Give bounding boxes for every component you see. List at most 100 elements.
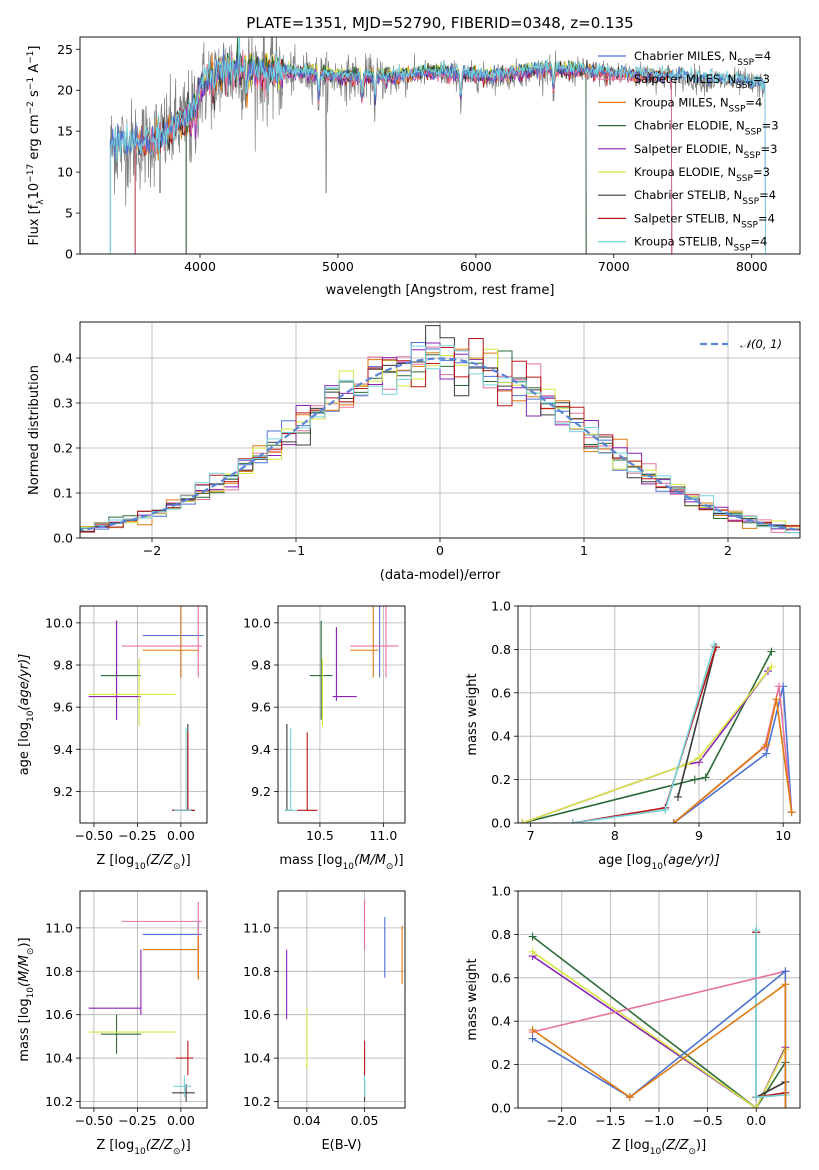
age_vs_Z-plot-area <box>80 606 207 823</box>
mass_vs_Z-xtick-label: −0.50 <box>75 1113 113 1128</box>
spectrum-legend-label-part: SSP <box>741 220 758 230</box>
spectrum-xtick-label: 6000 <box>460 259 492 274</box>
weight-z-xlabel-part: )] <box>696 1138 706 1153</box>
spectrum-legend-label-part: Salpeter MILES, N <box>634 72 736 86</box>
weight_vs_age-line-chabrier_elodie <box>522 651 773 823</box>
mass-z-ylabel-part: )] <box>17 937 32 947</box>
spectrum-ylabel-part: −17 <box>26 164 36 183</box>
spectrum-ylabel-part: 10 <box>27 183 42 200</box>
residuals-ytick-label: 0.1 <box>53 486 73 501</box>
weight_vs_age-marker-kroupa_miles <box>762 740 771 749</box>
mass-z-ylabel-part: mass [log <box>17 998 32 1061</box>
weight_vs_Z-line-salpeter_stelib <box>755 932 787 1108</box>
spectrum-legend-label-part: SSP <box>742 197 759 207</box>
spectrum-legend-label-part: Salpeter STELIB, N <box>634 211 741 225</box>
spectrum-legend-label-part: SSP <box>737 58 754 68</box>
gauss-legend-label: 𝒩(0, 1) <box>740 337 782 351</box>
spectrum-ylabel-part: erg cm <box>27 114 42 163</box>
spectrum-frame <box>79 36 801 255</box>
mass_vs_EBV-panel: 0.04 0.05 10.2 10.4 10.6 10.8 11.0 E(B-V) <box>243 890 406 1153</box>
weight_vs_Z-panel: −2.0 −1.5 −1.0 −0.5 0.0 0.0 0.2 0.4 0.6 0.8 1.0 Z [… <box>465 884 801 1157</box>
weight-age-xlabel-part: 10 <box>651 862 663 872</box>
weight_vs_age-line-chabrier_stelib <box>677 647 717 798</box>
age_vs_mass-ytick-label: 9.4 <box>251 742 271 757</box>
spectrum-ytick-label: 20 <box>57 83 73 98</box>
weight_vs_Z-ytick-label: 1.0 <box>491 884 511 899</box>
weight_vs_Z-xtick-label: −2.0 <box>547 1113 577 1128</box>
weight_vs_Z-frame <box>517 890 801 1109</box>
mass_vs_Z-ytick-label: 11.0 <box>45 920 73 935</box>
age-mass-xlabel-part: )] <box>393 853 403 868</box>
weight_vs_age-marker-kroupa_miles <box>669 819 678 823</box>
spectrum-legend-label: Kroupa ELODIE, NSSP=3 <box>634 165 770 184</box>
mass_vs_EBV-frame <box>277 890 406 1109</box>
weight_vs_Z-marker-kroupa_elodie <box>528 947 537 956</box>
spectrum-legend-label-part: SSP <box>745 128 762 138</box>
age_vs_Z-ytick-label: 9.8 <box>53 657 73 672</box>
weight_vs_age-marker-chabrier_elodie <box>690 775 699 784</box>
spectrum-ytick-label: 5 <box>65 206 73 221</box>
age_vs_mass-panel: 10.5 11.0 9.2 9.4 9.6 9.8 10.0 mass [log10(M/M⊙… <box>243 605 406 872</box>
weight_vs_age-marker-chabrier_stelib <box>673 792 682 801</box>
spectrum-legend-label: Kroupa STELIB, NSSP=4 <box>634 235 767 254</box>
residuals-xtick-label: 1 <box>580 543 588 558</box>
weight_vs_Z-marker-kroupa_stelib <box>752 926 761 935</box>
weight_vs_age-line-salpeter_miles <box>673 686 793 823</box>
mass_vs_EBV-xtick-label: 0.05 <box>351 1113 379 1128</box>
spectrum-ylabel-part: −1 <box>26 51 36 64</box>
mass_vs_EBV-ytick-label: 10.8 <box>243 964 271 979</box>
mass-z-xlabel-part: ⊙ <box>173 1147 181 1157</box>
age-z-xlabel-part: )] <box>181 853 191 868</box>
weight-z-xlabel-part: ⊙ <box>688 1147 696 1157</box>
spectrum-legend-label-part: Kroupa MILES, N <box>634 95 729 109</box>
age_vs_Z-ytick-label: 9.2 <box>53 784 73 799</box>
spectrum-legend-label: Salpeter STELIB, NSSP=4 <box>634 211 775 230</box>
residuals-panel: −2 −1 0 1 2 0.0 0.1 0.2 0.3 0.4 (data-model)/error… <box>27 321 801 583</box>
weight_vs_Z-plot-area <box>518 891 800 1108</box>
residuals-ytick-label: 0.2 <box>53 441 73 456</box>
age-mass-xlabel-part: mass [log <box>279 853 342 868</box>
mass-z-xlabel-part: Z [log <box>96 1138 134 1153</box>
weight_vs_age-xtick-label: 8 <box>611 828 619 843</box>
residuals-ytick-label: 0.3 <box>53 396 73 411</box>
weight_vs_age-xtick-label: 9 <box>695 828 703 843</box>
spectrum-ylabel: Flux [fλ10−17 erg cm−2 s−1 A−1] <box>26 46 46 246</box>
mass-z-xlabel-part: 10 <box>134 1147 146 1157</box>
age_vs_mass-ytick-label: 10.0 <box>243 615 271 630</box>
weight_vs_age-ytick-label: 0.6 <box>491 685 511 700</box>
weight_vs_Z-xtick-label: −1.0 <box>644 1113 674 1128</box>
spectrum-legend-label-part: Kroupa ELODIE, N <box>634 165 736 179</box>
mass_vs_Z-ytick-label: 10.8 <box>45 964 73 979</box>
weight_vs_age-frame <box>517 605 801 824</box>
weight_vs_age-xtick-label: 7 <box>527 828 535 843</box>
weight_vs_Z-marker-kroupa_stelib <box>752 1093 761 1102</box>
residuals-xtick-label: −2 <box>143 543 161 558</box>
weight_vs_Z-ytick-label: 0.6 <box>491 970 511 985</box>
age-mass-xlabel: mass [log10(M/M⊙)] <box>279 853 403 872</box>
age_vs_mass-ytick-label: 9.6 <box>251 700 271 715</box>
spectrum-legend-label-part: =4 <box>758 211 775 225</box>
age-z-ylabel-part: age [log <box>17 722 32 775</box>
age_vs_Z-xtick-label: −0.50 <box>75 828 113 843</box>
weight_vs_Z-ytick-label: 0.2 <box>491 1057 511 1072</box>
mass-z-ylabel-part: ⊙ <box>26 948 36 956</box>
weight_vs_Z-marker-chabrier_miles <box>781 967 790 976</box>
spectrum-legend-label-part: =4 <box>754 49 771 63</box>
spectrum-legend-label-part: SSP <box>744 151 761 161</box>
age_vs_mass-ytick-label: 9.8 <box>251 657 271 672</box>
weight_vs_Z-marker-kroupa_miles <box>625 1093 634 1102</box>
spectrum-ylabel-part: A <box>27 64 42 77</box>
mass_vs_EBV-ytick-label: 10.6 <box>243 1007 271 1022</box>
mass_vs_EBV-ytick-label: 10.4 <box>243 1051 271 1066</box>
residuals-frame <box>79 321 801 539</box>
weight_vs_age-marker-kroupa_elodie <box>694 753 703 762</box>
spectrum-legend-label-part: =4 <box>745 95 762 109</box>
weight_vs_Z-line-salpeter_miles <box>532 970 786 1033</box>
mass_vs_Z-frame <box>79 890 208 1109</box>
age-z-xlabel-part: (Z/Z <box>146 853 174 868</box>
weight_vs_age-marker-kroupa_miles <box>772 695 781 704</box>
spectrum-legend-label-part: SSP <box>736 174 753 184</box>
weight_vs_Z-line-kroupa_stelib <box>755 930 787 1108</box>
spectrum-xtick-label: 7000 <box>598 259 630 274</box>
